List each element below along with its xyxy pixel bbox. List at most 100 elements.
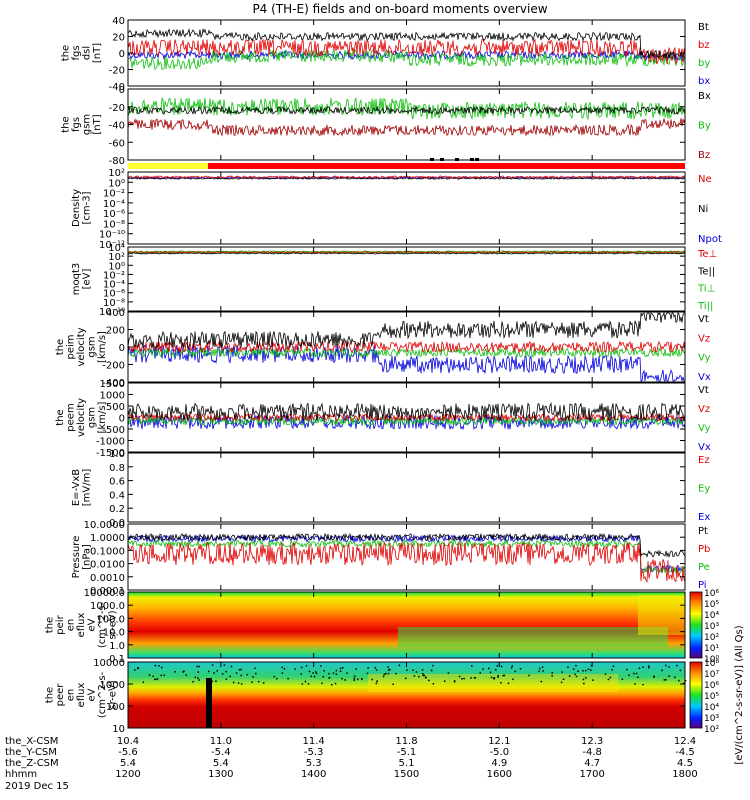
electron-spectrogram-speck [395,672,397,675]
electron-spectrogram-speck [252,676,254,678]
legend-entry: Pi [698,580,707,591]
legend-entry: Vz [698,404,710,415]
mode-bar-marker [430,158,434,161]
electron-spectrogram-speck [137,667,140,669]
y-axis-label-line: sr-eV) [108,680,119,709]
panel-ion_spectrogram: 10000.0 1000.0 100.0 10.0 1.0 0.1 thepeirenefl… [45,588,686,665]
electron-spectrogram-speck [512,678,514,681]
y-tick-label: 100.0 [96,614,125,625]
electron-spectrogram-speck [300,666,303,669]
y-axis-label: thepeemvelocitygsm[km/s] [55,398,108,437]
electron-spectrogram-speck [510,667,513,669]
electron-spectrogram-speck [148,674,151,676]
electron-spectrogram-speck [577,670,579,672]
electron-spectrogram-speck [152,675,154,678]
y-axis-label-line: eflux [76,613,87,638]
y-axis-label-line: gsm [87,407,98,428]
electron-spectrogram-speck [294,668,296,670]
y-tick-label: 10² [108,252,125,263]
legend-entry: Npot [698,234,722,245]
y-axis-label-line: fgs [71,45,82,60]
legend-entry: Bz [698,150,710,161]
y-tick-label: 10⁻² [103,270,125,281]
electron-spectrogram-speck [235,672,238,674]
colorbar-tick-label: 10³ [704,714,719,724]
electron-spectrogram-speck [185,674,187,676]
y-axis-label-line: eflux [76,683,87,708]
electron-spectrogram-patch [368,674,618,692]
y-axis-label-line: the [45,617,56,633]
legend-entry: Vx [698,372,711,383]
legend-entry: Pe [698,562,710,573]
y-tick-label: 0.6 [109,477,125,488]
y-tick-label: -40 [109,82,125,93]
electron-spectrogram-speck [361,678,363,681]
electron-spectrogram-speck [611,669,613,671]
y-axis-label-line: the [60,45,71,61]
y-axis-label-line: (cm^2-s- [97,601,108,648]
ephemeris-value: 11.0 [210,736,232,747]
y-tick-label: 10⁻⁴ [103,280,125,291]
electron-spectrogram-speck [413,675,416,677]
electron-spectrogram-speck [497,674,499,677]
electron-spectrogram-speck [575,675,578,678]
electron-spectrogram-speck [225,670,227,673]
electron-spectrogram-speck [574,673,576,676]
electron-spectrogram-speck [453,681,456,683]
y-axis-label: thepeimvelocitygsm[km/s] [55,327,108,366]
electron-spectrogram-speck [353,677,356,680]
electron-spectrogram-speck [371,678,373,681]
y-axis-label-line: [nT] [92,43,103,63]
colorbar-gradient [689,591,703,659]
electron-spectrogram-speck [375,682,378,685]
electron-spectrogram-speck [301,683,304,685]
electron-spectrogram-speck [514,670,516,673]
electron-spectrogram-speck [648,665,650,667]
ephemeris-value: 1400 [301,769,326,780]
y-tick-label: -200 [102,361,125,372]
ephemeris-value: 1500 [394,769,419,780]
electron-spectrogram-speck [663,679,666,681]
y-axis-label-line: en [66,689,77,702]
electron-spectrogram-speck [192,681,194,683]
y-axis-label-line: peer [55,683,66,707]
y-axis-label-line: [km/s] [97,401,108,433]
electron-spectrogram-speck [422,674,424,677]
electron-spectrogram-speck [609,676,612,679]
colorbar-tick-label: 10¹ [704,644,719,654]
electron-spectrogram-speck [562,678,565,680]
electron-spectrogram-speck [321,682,323,685]
legend-entry: by [698,58,710,69]
ephemeris-value: 12.4 [674,736,696,747]
legend-entry: Ex [698,512,710,523]
electron-spectrogram-speck [240,668,242,671]
electron-spectrogram-speck [684,680,687,682]
y-tick-label: 0 [119,343,125,354]
y-axis-label: thepeirenefluxeV(cm^2-s-sr-eV) [45,601,119,648]
ephemeris-value: 5.3 [306,758,322,769]
y-tick-label: -80 [109,156,125,167]
electron-spectrogram-speck [281,666,283,669]
colorbar-tick-label: 10⁷ [704,670,719,680]
legend-entry: Ni [698,204,708,215]
y-tick-label: -400 [102,378,125,389]
electron-spectrogram-speck [479,672,481,674]
y-axis-label-line: E=-VxB [71,469,82,506]
electron-spectrogram-speck [421,669,424,671]
electron-spectrogram-speck [590,669,592,671]
mode-bar-slow [128,163,208,169]
y-axis-label-line: [eV] [81,269,92,290]
y-tick-label: 10⁰ [108,178,125,189]
electron-spectrogram-speck [353,679,355,681]
electron-spectrogram-speck [355,668,357,670]
y-axis-label-line: peim [66,334,77,359]
electron-spectrogram-speck [572,668,575,670]
series-line-Vy [127,347,686,359]
electron-spectrogram-speck [668,675,670,677]
y-tick-label: 40 [112,16,125,27]
series-line-Bz [127,118,686,137]
electron-spectrogram-speck [633,672,635,675]
y-tick-label: -1500 [96,448,125,459]
electron-spectrogram-speck [197,671,199,673]
